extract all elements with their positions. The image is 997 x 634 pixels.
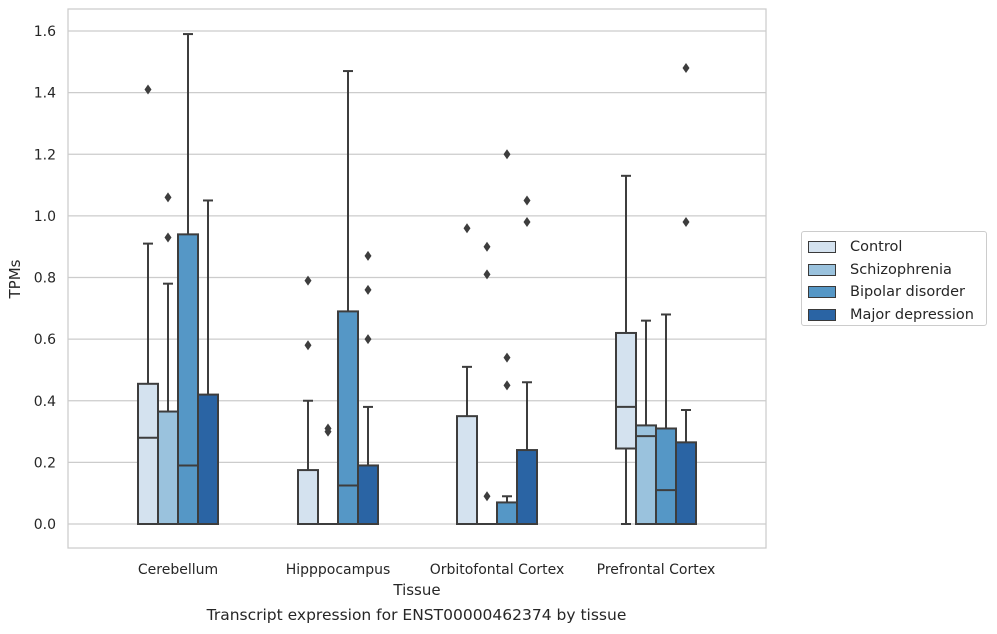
outlier-point (682, 62, 690, 73)
x-tick-label: Prefrontal Cortex (597, 562, 716, 578)
box-control (297, 275, 319, 525)
box-iqr (137, 382, 159, 525)
box-iqr (655, 427, 677, 526)
y-tick-label: 0.0 (34, 517, 56, 533)
outlier-point (164, 192, 172, 203)
box-schizophrenia (477, 241, 497, 525)
legend-swatch (808, 286, 836, 299)
box-bipolar-disorder (177, 33, 199, 526)
legend-label: Major depression (850, 306, 974, 323)
outlier-point (364, 250, 372, 261)
plot-frame (67, 8, 767, 549)
box-iqr (516, 449, 538, 525)
outlier-point (523, 217, 531, 228)
box-schizophrenia (157, 192, 179, 525)
outlier-point (364, 334, 372, 345)
y-tick-label: 1.4 (34, 86, 56, 102)
box-bipolar-disorder (655, 313, 677, 526)
box-major-depression (357, 250, 379, 525)
box-major-depression (516, 195, 538, 525)
outlier-point (304, 275, 312, 286)
y-tick-labels: 0.0 0.2 0.4 0.6 0.8 1.0 1.2 1.4 1.6 (34, 24, 56, 533)
legend-label: Schizophrenia (850, 261, 952, 278)
legend-label: Bipolar disorder (850, 284, 965, 301)
outlier-point (523, 195, 531, 206)
box-iqr (357, 464, 379, 525)
box-major-depression (197, 199, 219, 525)
legend-item: Schizophrenia (802, 259, 986, 282)
y-tick-label: 0.8 (34, 271, 56, 287)
legend-swatch (808, 308, 836, 321)
chart-footer-caption: Transcript expression for ENST0000046237… (206, 606, 627, 624)
box-iqr (337, 310, 359, 525)
box-control (615, 174, 637, 525)
legend-item: Control (802, 236, 986, 259)
outlier-point (503, 380, 511, 391)
box-iqr (297, 469, 319, 525)
box-schizophrenia (635, 319, 657, 525)
outlier-point (144, 84, 152, 95)
box-iqr (635, 424, 657, 525)
legend: Control Schizophrenia Bipolar disorder Majo… (801, 231, 987, 326)
box-iqr (177, 233, 199, 526)
outlier-point (463, 223, 471, 234)
y-tick-label: 1.0 (34, 209, 56, 225)
box-iqr (496, 501, 518, 525)
outlier-point (682, 217, 690, 228)
box-plot-marks (137, 33, 697, 526)
box-major-depression (675, 62, 697, 525)
box-iqr (197, 393, 219, 525)
y-tick-label: 0.6 (34, 332, 56, 348)
outlier-point (483, 269, 491, 280)
x-tick-label: Cerebellum (138, 562, 218, 578)
legend-item: Major depression (802, 304, 986, 327)
outlier-point (503, 149, 511, 160)
y-tick-label: 1.2 (34, 147, 56, 163)
box-bipolar-disorder (337, 70, 359, 525)
x-tick-label: Orbitofontal Cortex (430, 562, 565, 578)
box-iqr (157, 410, 179, 525)
x-axis-label: Tissue (392, 581, 440, 599)
box-bipolar-disorder (496, 149, 518, 525)
y-axis-label: TPMs (6, 259, 24, 299)
outlier-point (503, 352, 511, 363)
x-tick-labels: Cerebellum Hipppocampus Orbitofontal Corte… (138, 562, 715, 578)
legend-item: Bipolar disorder (802, 281, 986, 304)
box-control (456, 223, 478, 525)
x-tick-label: Hipppocampus (286, 562, 391, 578)
box-iqr (615, 331, 637, 450)
outlier-point (483, 491, 491, 502)
outlier-point (483, 241, 491, 252)
y-tick-label: 1.6 (34, 24, 56, 40)
y-tick-label: 0.2 (34, 455, 56, 471)
y-tick-label: 0.4 (34, 394, 56, 410)
box-control (137, 84, 159, 525)
outlier-point (324, 423, 332, 434)
outlier-point (164, 232, 172, 243)
box-schizophrenia (318, 423, 338, 525)
outlier-point (304, 340, 312, 351)
legend-label: Control (850, 239, 903, 256)
legend-swatch (808, 263, 836, 276)
outlier-point (364, 284, 372, 295)
box-iqr (456, 415, 478, 525)
box-iqr (675, 441, 697, 525)
legend-swatch (808, 241, 836, 254)
